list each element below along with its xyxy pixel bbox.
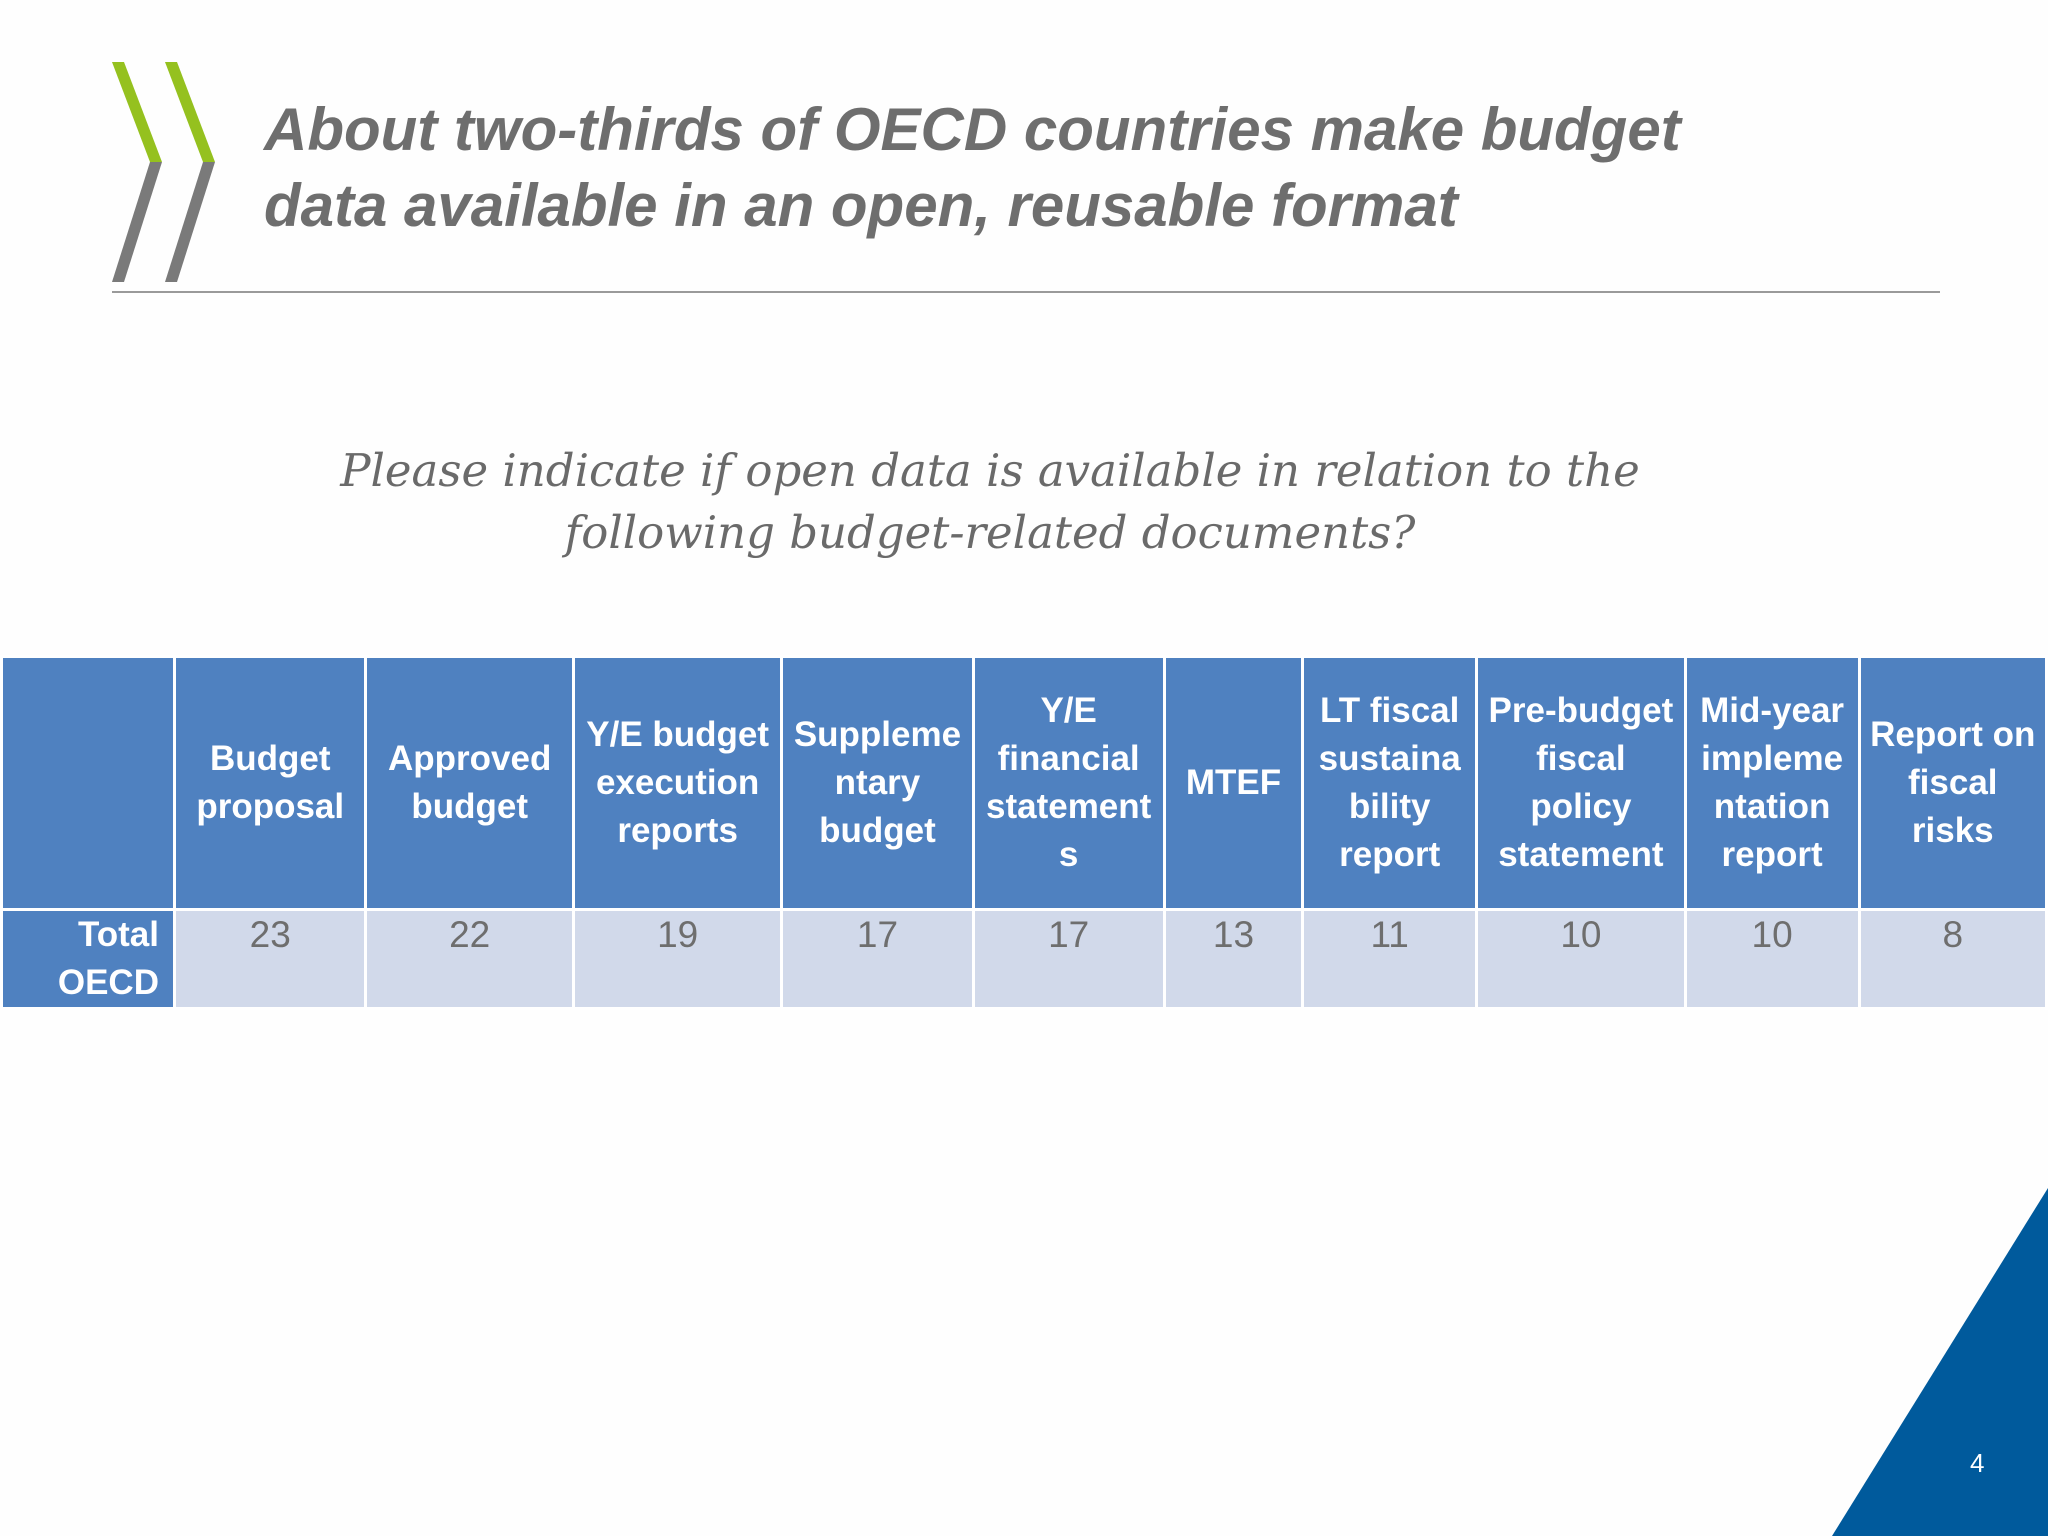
slide-title-line-1: About two-thirds of OECD countries make …: [264, 96, 1681, 163]
column-header-line: Mid-year: [1700, 691, 1845, 730]
survey-question: Please indicate if open data is availabl…: [180, 440, 1800, 564]
column-header-5: MTEF: [1162, 655, 1305, 911]
column-header-line: budget: [819, 811, 936, 850]
column-header-line: Pre-budget: [1488, 691, 1674, 730]
column-header-line: report: [1339, 835, 1441, 874]
corner-triangle-decoration: [1832, 1188, 2048, 1536]
page-number: 4: [1970, 1448, 1985, 1478]
column-header-line: statement: [1498, 835, 1664, 874]
value-cell-4: 17: [971, 908, 1166, 1010]
column-header-line: Approved: [388, 739, 552, 778]
column-header-line: MTEF: [1185, 763, 1282, 802]
column-header-line: Y/E: [1040, 691, 1097, 730]
column-header-line: Y/E budget: [586, 715, 770, 754]
column-header-line: statement: [985, 787, 1152, 826]
column-header-line: ntary: [834, 763, 921, 802]
column-header-line: sustaina: [1318, 739, 1461, 778]
column-header-line: ntation: [1713, 787, 1831, 826]
column-header-line: Suppleme: [793, 715, 962, 754]
slide-title-line-2: data available in an open, reusable form…: [264, 172, 1458, 239]
column-header-6: LT fiscal sustaina bility report: [1301, 655, 1479, 911]
column-header-1: Approved budget: [364, 655, 575, 911]
column-header-9: Report on fiscal risks: [1857, 655, 2048, 911]
column-header-line: budget: [411, 787, 528, 826]
value-cell-6: 11: [1301, 908, 1479, 1010]
column-header-line: risks: [1911, 811, 1994, 850]
column-header-line: bility: [1348, 787, 1431, 826]
column-header-line: s: [1058, 835, 1079, 874]
column-header-line: proposal: [196, 787, 345, 826]
table-row: Total OECD 23 22 19 17 17 13 11 10 10 8: [0, 908, 2048, 1010]
column-header-7: Pre-budget fiscal policy statement: [1475, 655, 1687, 911]
value-cell-3: 17: [780, 908, 975, 1010]
value-cell-5: 13: [1162, 908, 1305, 1010]
value-cell-1: 22: [364, 908, 575, 1010]
column-header-line: policy: [1530, 787, 1632, 826]
column-header-line: Report on: [1870, 715, 2036, 754]
column-header-8: Mid-year impleme ntation report: [1683, 655, 1861, 911]
column-header-line: LT fiscal: [1319, 691, 1460, 730]
oecd-logo-icon: [112, 62, 215, 282]
column-header-2: Y/E budget execution reports: [571, 655, 784, 911]
column-header-line: impleme: [1701, 739, 1844, 778]
title-divider: [112, 291, 1940, 293]
header-corner-cell: [0, 655, 176, 911]
column-header-3: Suppleme ntary budget: [780, 655, 975, 911]
value-cell-2: 19: [571, 908, 784, 1010]
column-header-line: fiscal: [1536, 739, 1626, 778]
column-header-line: financial: [997, 739, 1140, 778]
slide-title: About two-thirds of OECD countries make …: [264, 92, 1964, 244]
survey-question-line-1: Please indicate if open data is availabl…: [340, 444, 1640, 497]
column-header-line: report: [1721, 835, 1823, 874]
value-cell-7: 10: [1475, 908, 1687, 1010]
survey-question-line-2: following budget-related documents?: [564, 506, 1416, 559]
value-cell-9: 8: [1857, 908, 2048, 1010]
column-header-line: reports: [617, 811, 738, 850]
column-header-0: Budget proposal: [172, 655, 368, 911]
column-header-line: execution: [595, 763, 760, 802]
column-header-4: Y/E financial statement s: [971, 655, 1166, 911]
open-data-table: Budget proposal Approved budget Y/E budget ex…: [0, 655, 2048, 1010]
column-header-line: fiscal: [1908, 763, 1998, 802]
row-label-line-1: Total: [77, 915, 159, 954]
table-header-row: Budget proposal Approved budget Y/E budget ex…: [0, 655, 2048, 911]
row-label-line-2: OECD: [57, 963, 159, 1002]
value-cell-8: 10: [1683, 908, 1861, 1010]
row-label-total-oecd: Total OECD: [0, 908, 176, 1010]
value-cell-0: 23: [172, 908, 368, 1010]
column-header-line: Budget: [209, 739, 331, 778]
